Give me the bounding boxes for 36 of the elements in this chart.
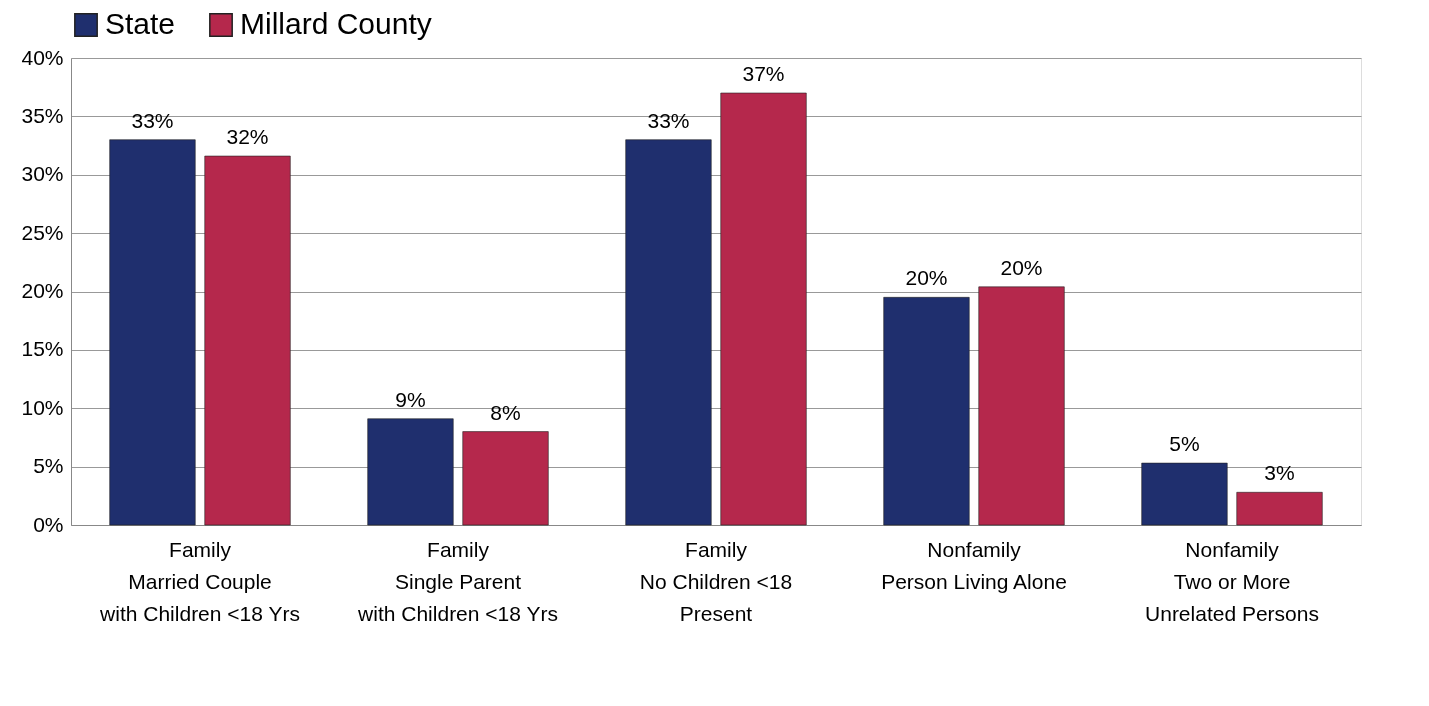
- data-label: 20%: [1000, 255, 1043, 279]
- y-tick-label: 40%: [21, 45, 64, 69]
- y-tick-label: 10%: [21, 395, 64, 419]
- bar: [462, 431, 549, 526]
- legend-label: Millard County: [240, 7, 432, 40]
- bar: [367, 418, 454, 526]
- bar: [109, 139, 196, 526]
- y-tick-label: 0%: [33, 512, 64, 536]
- y-tick-label: 5%: [33, 454, 64, 478]
- data-label: 5%: [1169, 432, 1200, 456]
- bar: [1236, 492, 1323, 526]
- data-label: 32%: [226, 125, 269, 149]
- data-label: 3%: [1264, 461, 1295, 485]
- data-label: 33%: [131, 108, 174, 132]
- bar: [978, 286, 1065, 526]
- legend-label: State: [105, 7, 176, 40]
- data-label: 37%: [742, 62, 785, 86]
- y-tick-label: 20%: [21, 279, 64, 302]
- data-label: 33%: [647, 108, 690, 132]
- x-tick-label: Family No Children <18 Present: [639, 537, 793, 625]
- bar: [720, 92, 807, 526]
- y-tick-label: 30%: [21, 162, 64, 186]
- y-tick-label: 15%: [21, 337, 64, 361]
- x-tick-label: Nonfamily Person Living Alone: [881, 537, 1067, 593]
- x-tick-label: Family Single Parent with Children <18 Yrs: [357, 537, 558, 625]
- data-label: 9%: [395, 387, 426, 411]
- data-label: 20%: [905, 266, 948, 290]
- data-label: 8%: [490, 400, 521, 424]
- bar: [625, 139, 712, 526]
- y-tick-label: 35%: [21, 103, 64, 127]
- bar: [204, 155, 291, 526]
- y-tick-label: 25%: [21, 220, 64, 244]
- x-tick-label: Family Married Couple with Children <18 Yrs: [99, 537, 300, 625]
- bar: [1141, 462, 1228, 526]
- x-tick-label: Nonfamily Two or More Unrelated Persons: [1145, 537, 1319, 625]
- bar: [883, 297, 970, 526]
